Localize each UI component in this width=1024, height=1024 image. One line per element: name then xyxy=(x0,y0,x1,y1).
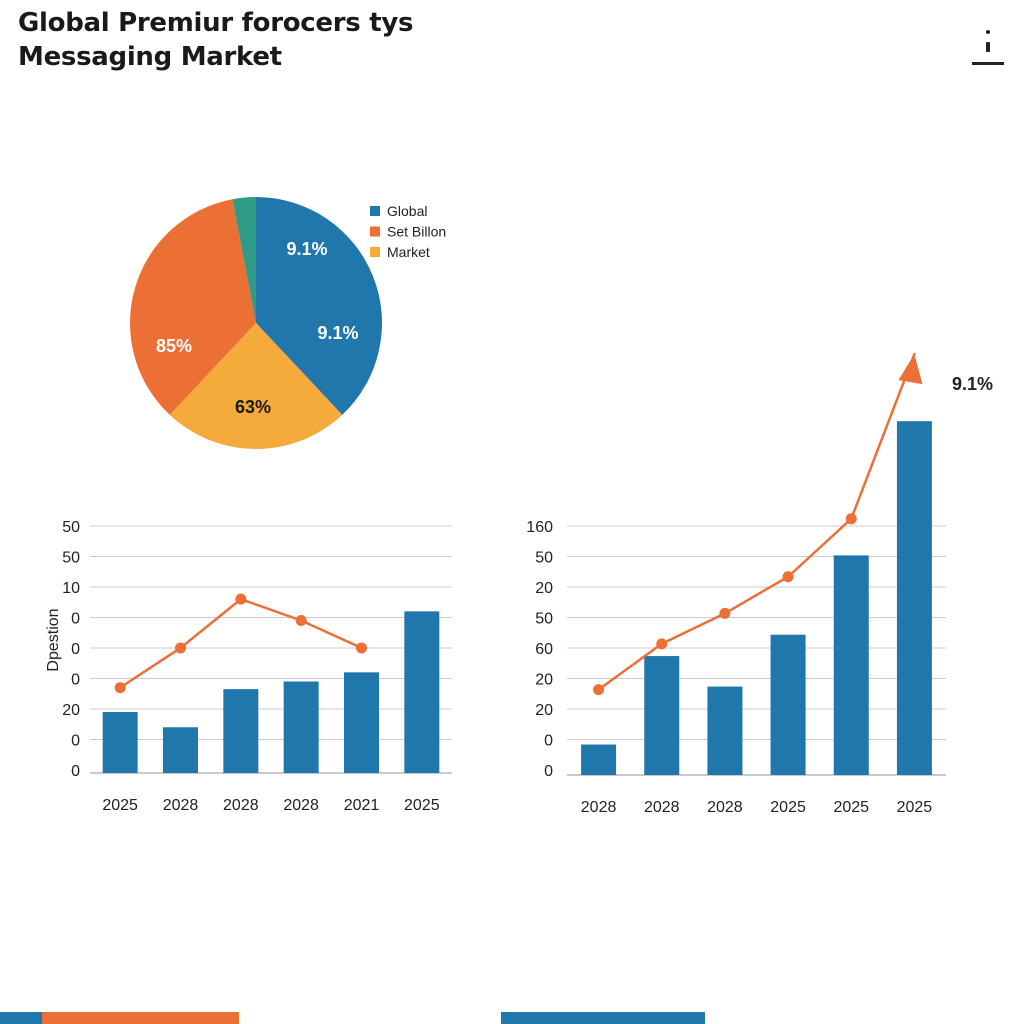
left-chart-bar-5 xyxy=(404,611,440,773)
left-chart-ytick-2: 10 xyxy=(62,580,80,597)
left-chart-bar-3 xyxy=(283,681,319,773)
legend-swatch-2 xyxy=(370,247,380,257)
left-chart-ytick-7: 0 xyxy=(71,733,80,750)
left-chart-xtick-0: 2025 xyxy=(102,797,138,814)
left-chart-ylabel: Dpestion xyxy=(45,608,62,671)
pie-label-1: 9.1% xyxy=(317,323,358,343)
right-chart-xtick-4: 2025 xyxy=(833,799,869,816)
right-chart-ytick-3: 50 xyxy=(535,611,553,628)
legend-label-1: Set Billon xyxy=(387,224,446,240)
page-title: Global Premiur forocers tys Messaging Ma… xyxy=(18,6,498,74)
right-chart-xtick-5: 2025 xyxy=(897,799,933,816)
right-chart-ytick-6: 20 xyxy=(535,702,553,719)
right-chart-trend-point-1 xyxy=(656,638,668,650)
left-chart-ytick-3: 0 xyxy=(71,611,80,628)
pie-slice-3 xyxy=(232,197,256,323)
left-chart-ytick-5: 0 xyxy=(71,672,80,689)
title-line-2: Messaging Market xyxy=(18,42,282,72)
left-chart-trend-point-4 xyxy=(356,642,367,654)
right-chart-trend-point-3 xyxy=(782,571,794,583)
right-chart-ytick-8: 0 xyxy=(544,763,553,780)
left-chart-bar-4 xyxy=(344,672,379,773)
right-chart-xtick-3: 2025 xyxy=(770,799,806,816)
left-chart-bar-0 xyxy=(102,712,138,773)
right-chart-bar-2 xyxy=(707,686,743,775)
pie-label-3: 63% xyxy=(235,397,271,417)
left-chart-ytick-0: 50 xyxy=(62,519,80,536)
left-chart-xtick-5: 2025 xyxy=(404,797,440,814)
left-chart-ytick-8: 0 xyxy=(71,763,80,780)
left-chart-trend-point-3 xyxy=(295,615,307,626)
left-chart-xtick-2: 2028 xyxy=(223,797,259,814)
right-chart-xtick-2: 2028 xyxy=(707,799,743,816)
right-chart-bar-1 xyxy=(644,656,680,775)
pie-slice-1 xyxy=(169,323,343,449)
right-chart-ytick-2: 20 xyxy=(535,580,553,597)
pie-label-0: 9.1% xyxy=(286,239,327,259)
right-chart-trend-point-2 xyxy=(719,607,731,619)
right-chart-bar-5 xyxy=(896,421,932,775)
left-chart-xtick-1: 2028 xyxy=(163,797,199,814)
left-chart-trend-point-2 xyxy=(235,593,247,605)
title-line-1: Global Premiur forocers tys xyxy=(18,8,414,38)
left-chart-ytick-4: 0 xyxy=(71,641,80,658)
legend-label-0: Global xyxy=(387,203,427,219)
left-chart-bar-2 xyxy=(223,689,259,773)
bottom-strip-orange xyxy=(42,1012,239,1024)
left-chart-trend-line xyxy=(118,597,363,689)
right-chart-trend-line xyxy=(597,352,916,691)
bottom-strip-blue-right xyxy=(501,1012,705,1024)
left-chart-xtick-3: 2028 xyxy=(283,797,319,814)
right-chart-ytick-4: 60 xyxy=(535,641,553,658)
right-chart-ytick-0: 160 xyxy=(526,519,553,536)
right-chart-bar-4 xyxy=(833,555,869,775)
right-chart-ytick-7: 0 xyxy=(544,733,553,750)
left-chart-ytick-6: 20 xyxy=(62,702,80,719)
right-chart-xtick-0: 2028 xyxy=(581,799,617,816)
pie-slice-2 xyxy=(130,199,256,415)
right-chart-bar-3 xyxy=(770,634,806,775)
left-chart-xtick-4: 2021 xyxy=(344,797,380,814)
right-chart-ytick-1: 50 xyxy=(535,550,553,567)
legend-swatch-1 xyxy=(370,226,380,237)
right-chart-bar-0 xyxy=(581,744,617,775)
right-chart-xtick-1: 2028 xyxy=(644,799,680,816)
legend-label-2: Market xyxy=(387,244,430,260)
pie-slice-0 xyxy=(256,197,382,415)
legend-swatch-0 xyxy=(370,206,380,216)
left-chart-ytick-1: 50 xyxy=(62,550,80,567)
pie-label-2: 85% xyxy=(156,336,192,356)
bottom-strip-blue-left xyxy=(0,1012,42,1024)
right-chart-trend-point-4 xyxy=(845,513,857,525)
menu-icon[interactable] xyxy=(968,26,1008,72)
right-chart-ytick-5: 20 xyxy=(535,672,553,689)
right-chart-trend-point-0 xyxy=(593,684,605,696)
left-chart-trend-point-0 xyxy=(114,682,126,694)
left-chart-trend-point-1 xyxy=(175,642,186,654)
right-chart-callout: 9.1% xyxy=(952,374,993,394)
right-chart-trend-arrowhead xyxy=(898,354,923,385)
left-chart-bar-1 xyxy=(163,727,198,773)
